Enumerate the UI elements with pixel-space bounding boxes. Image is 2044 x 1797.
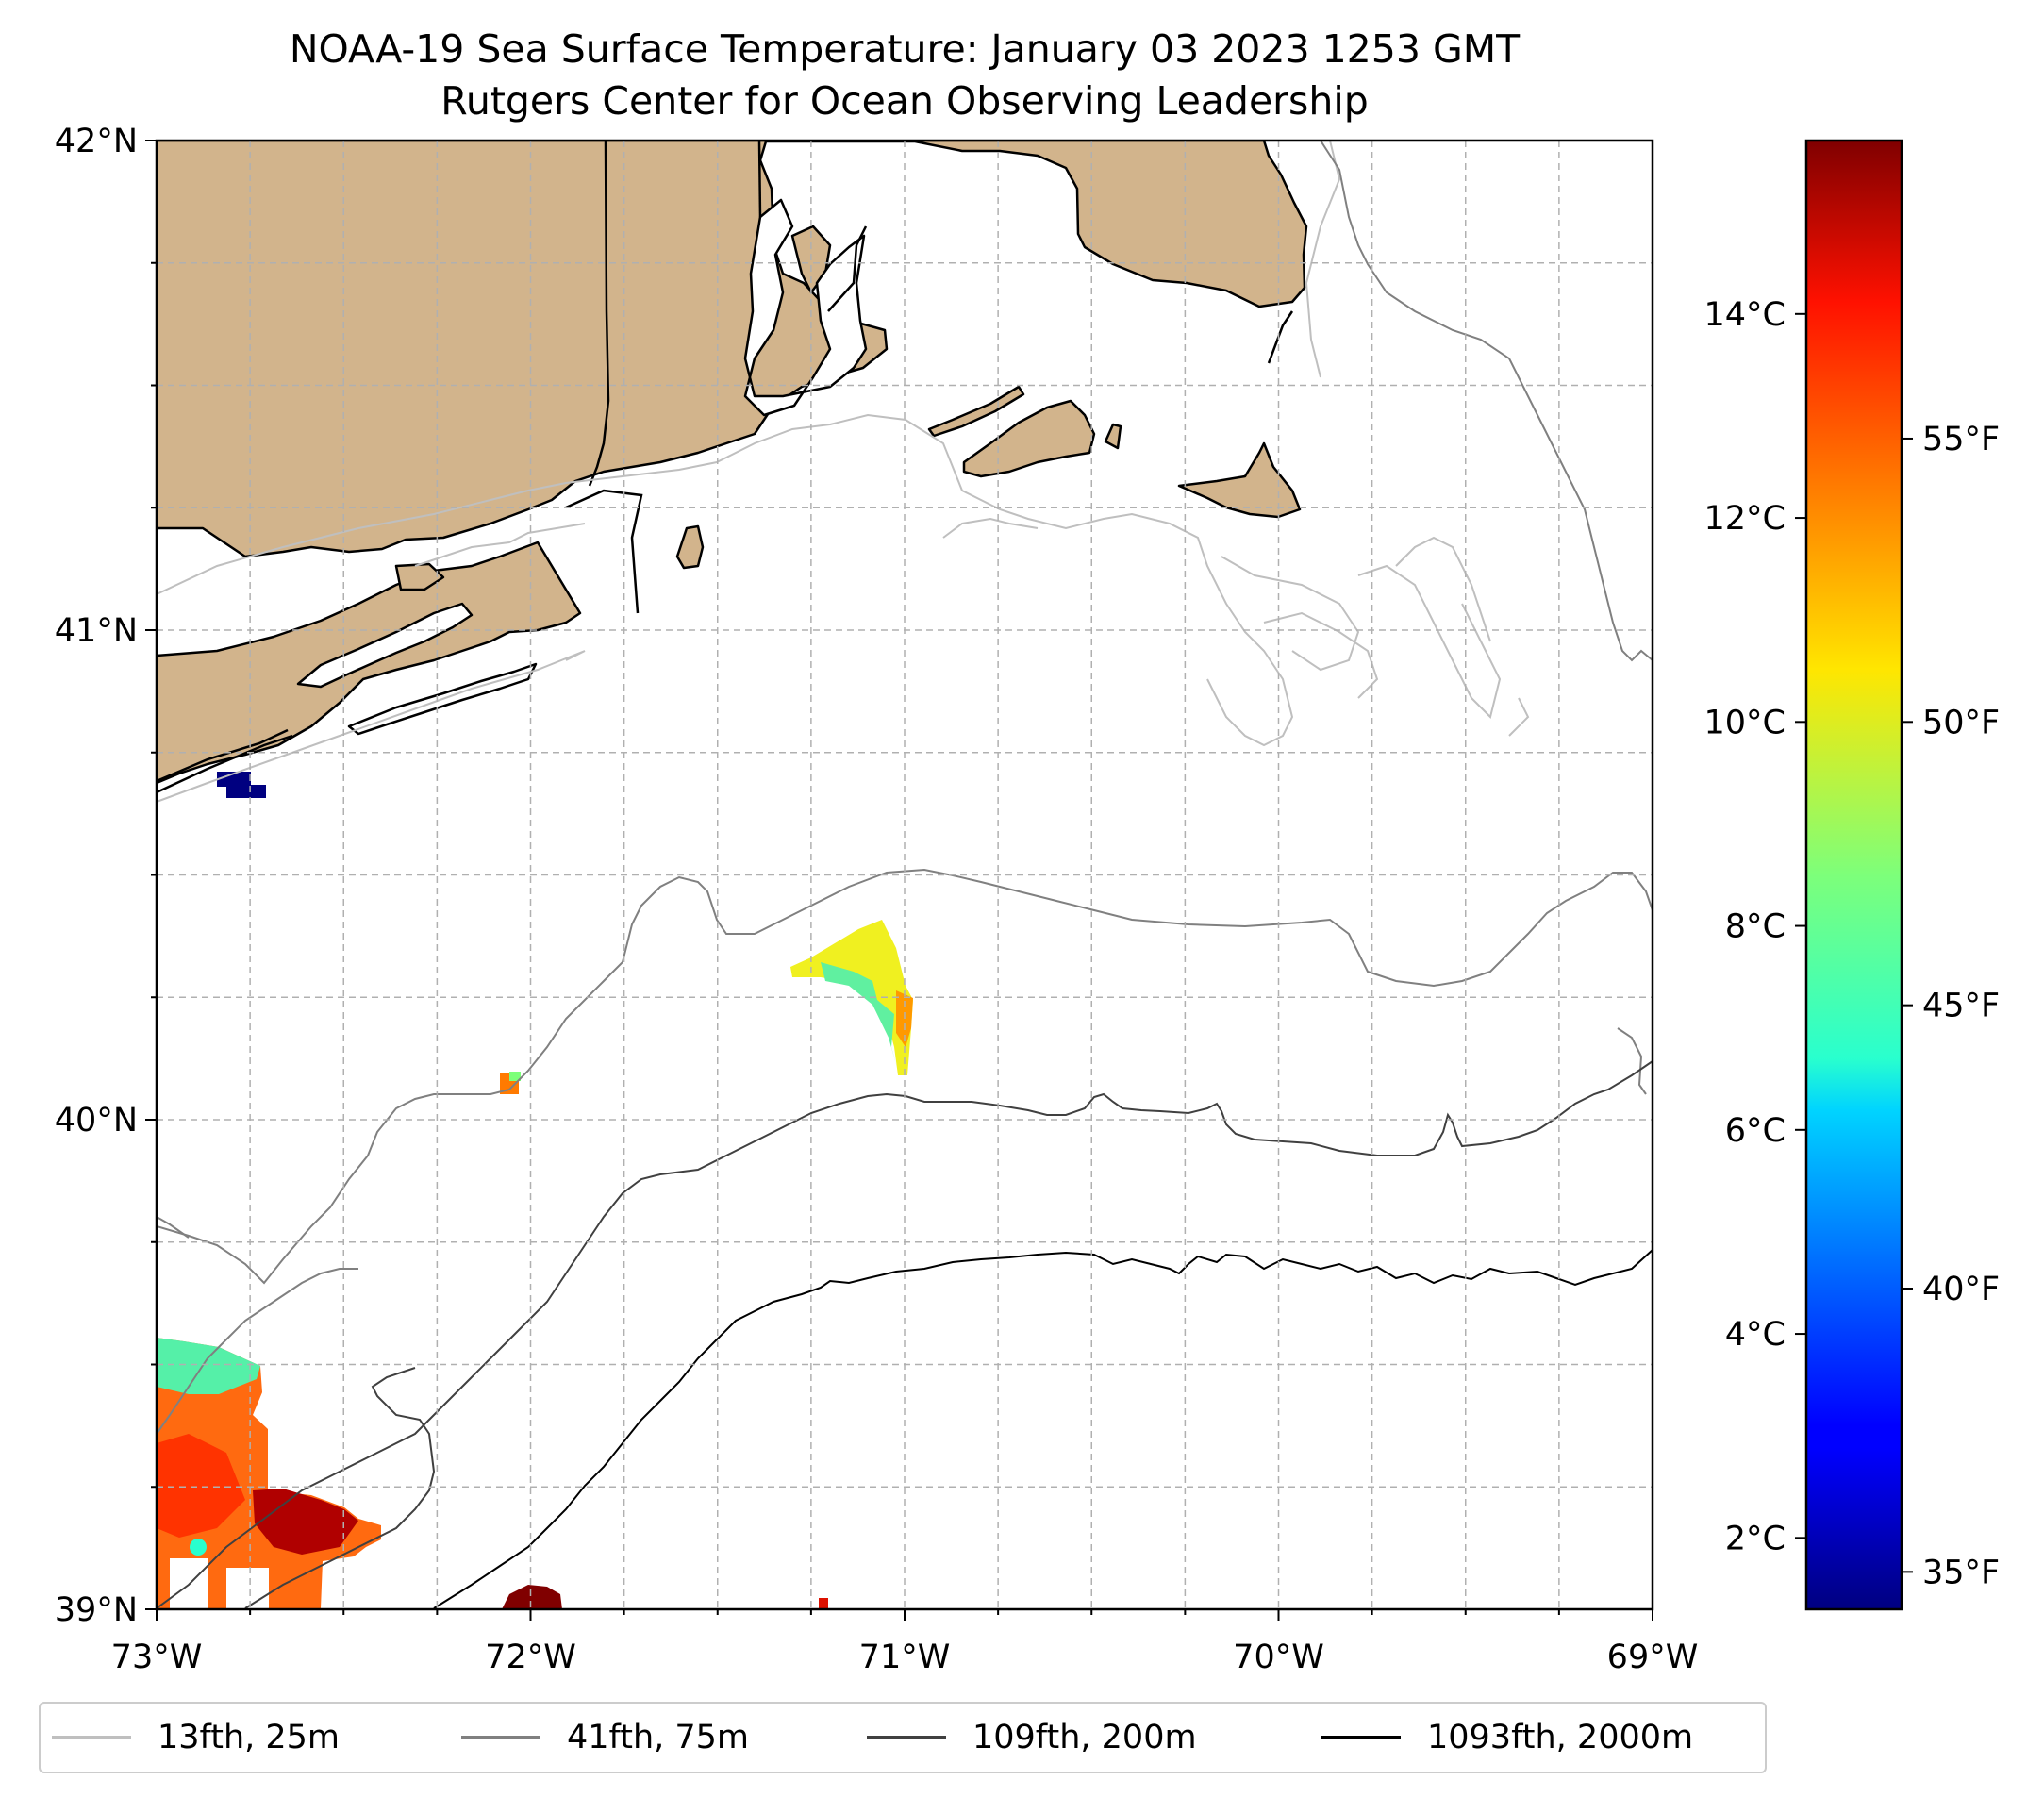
legend-label-25m: 13fth, 25m [158, 1719, 341, 1756]
x-tick-label: 69°W [1607, 1639, 1699, 1676]
border-ny-ct [588, 141, 610, 487]
contour-75m-coast-sw [157, 1216, 190, 1239]
x-tick-label: 73°W [111, 1639, 203, 1676]
colorbar-label-fahrenheit: 35°F [1922, 1554, 2000, 1591]
y-tick-label: 39°N [55, 1591, 138, 1629]
peconic-bay [296, 602, 474, 689]
bathymetry-25m [157, 141, 1530, 803]
x-tick-label: 70°W [1233, 1639, 1324, 1676]
land-mainland-new-england [157, 141, 1308, 558]
x-tick-label: 72°W [485, 1639, 576, 1676]
bathymetry-75m [157, 141, 1653, 1435]
coast-long-island-south-2 [157, 728, 289, 783]
legend-item-75m: 41fth, 75m [461, 1704, 749, 1772]
land-nantucket [1177, 441, 1302, 519]
colorbar-label-fahrenheit: 55°F [1922, 421, 2000, 458]
land-block-island [675, 524, 705, 570]
legend-label-200m: 109fth, 200m [972, 1719, 1197, 1756]
bathymetry-200m [157, 1060, 1653, 1609]
map-subtitle: Rutgers Center for Ocean Observing Leade… [440, 78, 1369, 124]
land-elizabeth-islands [927, 385, 1025, 438]
legend: 13fth, 25m 41fth, 75m 109fth, 200m 1093f… [39, 1702, 1767, 1773]
contour-25m-cluster-2 [1395, 536, 1491, 642]
sst-patch-center [790, 920, 913, 1075]
narragansett-bay [743, 198, 868, 417]
map-title: NOAA-19 Sea Surface Temperature: January… [289, 26, 1521, 72]
contour-75m-canyon-east [1617, 1027, 1647, 1095]
colorbar-label-fahrenheit: 45°F [1922, 988, 2000, 1025]
contour-200m-shelf-break [157, 1060, 1653, 1609]
fishers-island-line [565, 489, 643, 614]
state-borders [157, 141, 1294, 794]
legend-label-2000m: 1093fth, 2000m [1427, 1719, 1694, 1756]
sst-patch-south-small [819, 1598, 828, 1609]
contour-25m-cluster-1 [1263, 611, 1379, 699]
sst-hole-2 [226, 1568, 269, 1609]
legend-item-200m: 109fth, 200m [867, 1704, 1197, 1772]
contour-25m-mv-south [942, 517, 1039, 539]
legend-item-2000m: 1093fth, 2000m [1321, 1704, 1693, 1772]
border-ct-ri [757, 141, 762, 218]
land-tuckernuck [1104, 423, 1122, 450]
colorbar-label-celsius: 6°C [1725, 1112, 1786, 1150]
sst-patch-southwest-green [157, 1338, 260, 1394]
contour-25m-shoals [1221, 556, 1360, 672]
legend-swatch-25m [52, 1736, 131, 1739]
colorbar-label-celsius: 8°C [1725, 908, 1786, 946]
colorbar [1804, 139, 1903, 1611]
colorbar-label-fahrenheit: 50°F [1922, 704, 2000, 741]
contour-2000m-slope [433, 1249, 1653, 1609]
contour-75m-nj [157, 1268, 358, 1435]
y-tick-label: 41°N [55, 612, 138, 650]
legend-swatch-75m [461, 1736, 540, 1739]
colorbar-label-celsius: 2°C [1725, 1520, 1786, 1557]
colorbar-label-celsius: 10°C [1704, 704, 1786, 741]
contour-75m-shelf [157, 868, 1653, 1285]
contour-25m-cluster-3 [1508, 697, 1530, 737]
colorbar-label-celsius: 14°C [1704, 296, 1786, 334]
gridlines [157, 141, 1653, 1609]
colorbar-ticks: 2°C 4°C 6°C 8°C 10°C 12°C 14°C 35°F 40°F 45°F 50°F… [1704, 296, 2001, 1592]
colorbar-label-celsius: 12°C [1704, 500, 1786, 538]
sst-spot [190, 1539, 207, 1556]
contour-25m-li-south [157, 650, 586, 803]
sst-patch-southwest-dark [253, 1489, 358, 1555]
monomoy [1267, 310, 1294, 364]
sst-data-patches [157, 757, 913, 1609]
legend-swatch-200m [867, 1736, 946, 1739]
legend-swatch-2000m [1321, 1736, 1401, 1739]
sst-patch-center-green [821, 962, 898, 1071]
sst-patch-southwest-mid [157, 1434, 245, 1538]
sst-patch-south-dark [502, 1585, 562, 1609]
colorbar-label-celsius: 4°C [1725, 1316, 1786, 1354]
contour-25m-ca-east [1305, 141, 1341, 378]
y-tick-label: 40°N [55, 1102, 138, 1140]
border-ri-ma [827, 225, 868, 312]
land-north-shore-patch [394, 562, 445, 591]
sst-patch-coldwater-2 [217, 772, 251, 787]
contour-75m-gulf [1320, 141, 1653, 662]
legend-item-25m: 13fth, 25m [52, 1704, 340, 1772]
contour-25m-li-inner [414, 523, 586, 567]
coast-long-island-south [157, 734, 293, 794]
sst-patch-west-green [509, 1072, 521, 1081]
bathymetry-2000m [433, 1249, 1653, 1609]
contour-25m-shelf-north [157, 413, 1294, 747]
colorbar-label-fahrenheit: 40°F [1922, 1271, 2000, 1308]
contour-25m-nantucket-shoals [1357, 564, 1502, 719]
contour-200m-nj [244, 1367, 436, 1609]
land [157, 141, 1308, 785]
axis-ticks: 73°W 72°W 71°W 70°W 69°W 39°N 40°N 41°N 42°N [55, 123, 1699, 1676]
y-tick-label: 42°N [55, 123, 138, 160]
x-tick-label: 71°W [859, 1639, 951, 1676]
sst-patch-coldwater-3 [226, 785, 266, 798]
land-marthas-vineyard [962, 399, 1096, 478]
legend-label-75m: 41fth, 75m [567, 1719, 750, 1756]
